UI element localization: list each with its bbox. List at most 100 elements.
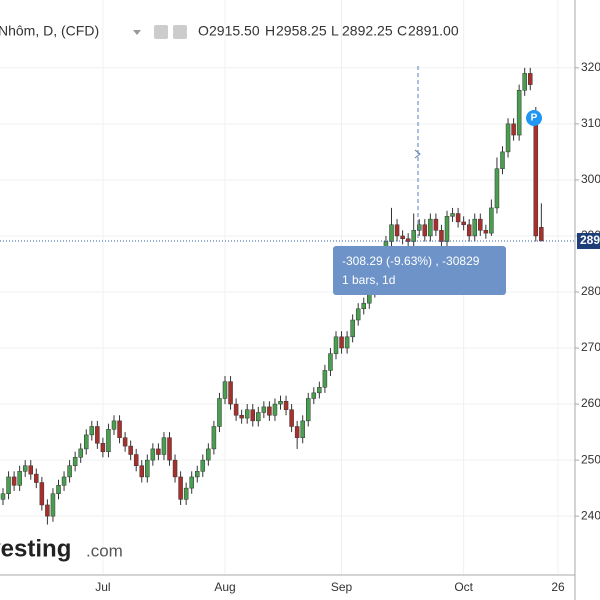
candle-body bbox=[533, 118, 539, 237]
candle-body bbox=[267, 406, 272, 416]
candle-body bbox=[106, 429, 111, 452]
candle-body bbox=[483, 230, 489, 234]
candle-body bbox=[100, 443, 106, 452]
ohlc-key: L bbox=[331, 23, 339, 39]
gear-icon[interactable] bbox=[173, 25, 187, 39]
candle-body bbox=[200, 459, 206, 472]
candle-body bbox=[244, 409, 250, 419]
candle-body bbox=[311, 392, 317, 399]
candle-body bbox=[322, 370, 328, 388]
x-tick-label: Jul bbox=[95, 580, 110, 594]
candle-body bbox=[400, 235, 405, 239]
candle-body bbox=[172, 459, 178, 478]
p-marker[interactable] bbox=[526, 110, 542, 126]
candle-body bbox=[428, 218, 433, 237]
candle-body bbox=[528, 73, 533, 85]
y-tick-label: 3000 bbox=[581, 172, 600, 186]
candle-body bbox=[450, 213, 455, 217]
candle-body bbox=[350, 319, 355, 338]
candle-body bbox=[34, 473, 39, 483]
last-price-label: 2891.00 bbox=[580, 233, 600, 247]
candle-body bbox=[0, 493, 6, 500]
candle-body bbox=[494, 168, 500, 209]
candle-body bbox=[239, 415, 244, 419]
candle-body bbox=[261, 406, 267, 413]
candle-body bbox=[405, 238, 411, 242]
measure-arrow bbox=[414, 149, 421, 159]
watermark: Investing bbox=[0, 535, 71, 562]
candle-body bbox=[133, 454, 139, 466]
candle-body bbox=[272, 403, 278, 416]
candle-body bbox=[256, 412, 261, 422]
candle-body bbox=[250, 409, 255, 422]
y-tick-label: 3100 bbox=[581, 116, 600, 130]
symbol: Nhôm, D, (CFD) bbox=[0, 23, 99, 39]
candle-body bbox=[211, 426, 217, 450]
candle-body bbox=[522, 73, 527, 91]
candle-body bbox=[95, 426, 100, 444]
candle-body bbox=[355, 308, 361, 321]
candle-body bbox=[344, 336, 350, 349]
ohlc-key: C bbox=[397, 23, 407, 39]
ohlc-value: 2915.50 bbox=[209, 23, 260, 39]
candle-body bbox=[478, 218, 483, 231]
candle-body bbox=[417, 224, 422, 231]
candle-body bbox=[61, 476, 67, 486]
y-tick-label: 3200 bbox=[581, 60, 600, 74]
candle-body bbox=[333, 336, 339, 354]
measure-text: -308.29 (-9.63%) , -30829 bbox=[342, 254, 480, 268]
candle-body bbox=[489, 207, 494, 234]
ohlc-value: 2892.25 bbox=[342, 23, 393, 39]
candle-body bbox=[539, 227, 544, 242]
marks bbox=[0, 67, 544, 525]
candle-body bbox=[317, 387, 322, 394]
candle-body bbox=[500, 151, 505, 169]
measure-tooltip bbox=[333, 246, 506, 295]
candle-body bbox=[145, 459, 150, 478]
candle-body bbox=[56, 485, 61, 494]
candle-body bbox=[361, 302, 366, 310]
candle-body bbox=[411, 230, 416, 242]
candle-body bbox=[39, 482, 45, 506]
candle-body bbox=[17, 471, 22, 486]
candle-body bbox=[306, 398, 311, 422]
candle-body bbox=[283, 401, 289, 410]
candle-body bbox=[122, 437, 128, 447]
candle-body bbox=[455, 213, 461, 223]
candle-body bbox=[6, 476, 11, 494]
candle-body bbox=[505, 123, 511, 153]
candle-body bbox=[189, 476, 194, 489]
candle-body bbox=[167, 437, 172, 461]
candle-body bbox=[117, 420, 122, 438]
candle-body bbox=[389, 224, 394, 242]
candle-body bbox=[111, 420, 117, 430]
candle-body bbox=[222, 381, 228, 399]
candle-body bbox=[444, 216, 450, 242]
candle-body bbox=[511, 123, 516, 136]
candle-body bbox=[128, 445, 133, 455]
x-tick-label: 26 bbox=[551, 580, 565, 594]
settings-icon[interactable] bbox=[154, 25, 168, 39]
y-tick-label: 2600 bbox=[581, 396, 600, 410]
dropdown-caret[interactable] bbox=[133, 30, 141, 35]
candle-body bbox=[289, 409, 294, 427]
last-price-box bbox=[577, 232, 600, 249]
candle-body bbox=[439, 230, 444, 242]
candle-body bbox=[233, 403, 239, 416]
candle-body bbox=[22, 465, 28, 472]
ohlc-value: 2891.00 bbox=[408, 23, 459, 39]
candle-body bbox=[422, 224, 428, 237]
candle-body bbox=[161, 437, 167, 455]
candle-body bbox=[28, 465, 33, 475]
candle-body bbox=[516, 89, 522, 136]
candle-body bbox=[183, 487, 189, 500]
candle-body bbox=[461, 221, 466, 225]
ohlc-key: O bbox=[198, 23, 209, 39]
candle-body bbox=[11, 476, 17, 486]
candle-body bbox=[228, 381, 233, 405]
measure-text: 1 bars, 1d bbox=[342, 273, 395, 287]
candle-body bbox=[339, 336, 344, 349]
ohlc-value: 2958.25 bbox=[276, 23, 327, 39]
candle-body bbox=[217, 398, 222, 427]
